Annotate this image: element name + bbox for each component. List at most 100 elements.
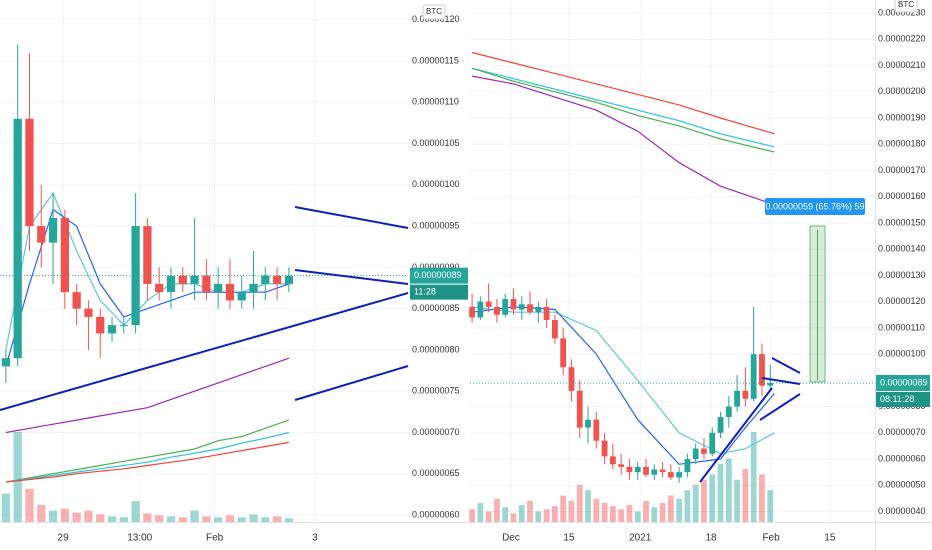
candle-body [202,275,211,293]
volume-bar [48,510,58,522]
moving-average [5,419,290,483]
volume-bar [494,498,500,522]
volume-bar [155,515,164,522]
y-tick-label: 0.00000110 [412,97,459,107]
measure-label-box [765,198,865,215]
trend-line [294,269,409,285]
countdown-label: 08:11:28 [880,394,914,404]
candle-body [767,382,774,386]
candle-body [37,226,46,243]
x-tick-label: 15 [563,533,575,544]
volume-bar [717,463,724,522]
candle-body [60,217,69,293]
y-tick-label: 0.00000190 [878,112,926,122]
candle-body [626,466,633,473]
last-price-box [876,374,930,391]
candle-body [284,275,294,284]
y-tick-label: 0.00000180 [878,139,926,149]
y-tick-label: 0.00000075 [412,386,460,396]
last-price-box [410,267,468,284]
volume-bar [651,507,658,522]
x-tick-label: Dec [502,533,520,544]
volume-bar [585,490,591,522]
volume-bar [527,500,533,522]
candle-body [166,275,176,293]
y-tick-label: 0.00000060 [878,453,926,463]
last-price-label: 0.00000089 [880,377,928,387]
x-tick-label: 13:00 [127,533,152,544]
y-tick-label: 0.00000105 [412,138,460,148]
volume-bar [518,505,525,522]
candle-body [759,354,765,386]
volume-bar [272,516,282,522]
candle-body [527,304,533,313]
volume-bar [13,432,22,522]
candle-body [25,118,34,227]
volume-bar [634,511,641,522]
y-tick-label: 0.00000080 [412,344,460,354]
moving-average [472,306,775,455]
x-tick-label: Feb [762,533,780,544]
candle-body [107,325,117,334]
candle-body [1,358,11,367]
candle-body [13,118,22,359]
volume-bar [750,432,757,522]
volume-bar [84,510,93,522]
x-tick-label: Feb [206,533,224,544]
volume-bar [237,517,246,522]
volume-bar [568,500,575,522]
candle-body [96,316,105,334]
candle-body [190,275,199,284]
candle-body [701,448,707,454]
x-tick-label: 18 [705,533,717,544]
y-tick-label: 0.00000200 [878,86,926,96]
y-tick-label: 0.00000210 [878,60,926,70]
y-tick-label: 0.00000140 [878,244,926,254]
y-tick-label: 0.00000120 [878,296,926,306]
currency-box [894,0,918,13]
candle-body [709,432,716,454]
candle-body [261,275,270,284]
candle-body [725,406,732,418]
candle-body [494,306,500,315]
y-tick-label: 0.00000060 [412,509,460,519]
volume-bar [618,509,625,522]
volume-bar [551,506,558,522]
candle-body [742,390,749,399]
volume-bar [593,498,600,522]
countdown-box [876,391,930,407]
trend-line [761,377,801,385]
y-tick-label: 0.00000085 [412,303,460,313]
volume-bar [190,510,199,522]
candle-body [684,459,691,473]
volume-bar [684,490,691,522]
volume-bar [1,493,11,522]
volume-bar [626,505,633,522]
trend-line [294,365,409,401]
volume-bar [560,495,567,522]
volume-bar [676,498,683,522]
candle-body [667,472,674,478]
volume-bar [659,502,666,522]
candle-body [750,354,757,399]
candle-body [601,440,608,457]
candle-body [634,466,641,473]
volume-bar [609,506,616,522]
candle-body [576,390,583,428]
volume-bar [96,514,105,522]
trend-line [759,393,801,421]
axis-background [874,0,932,550]
candle-body [237,292,246,301]
y-tick-label: 0.00000070 [412,427,460,437]
y-tick-label: 0.00000110 [878,322,925,332]
candle-body [72,292,81,309]
last-price-label: 0.00000089 [414,270,462,280]
volume-bar [249,514,258,522]
y-tick-label: 0.00000115 [412,55,459,65]
candle-body [502,299,509,315]
candle-body [119,325,128,327]
y-tick-label: 0.00000090 [412,262,460,272]
countdown-label: 11:28 [414,287,436,297]
candle-body [469,306,475,318]
